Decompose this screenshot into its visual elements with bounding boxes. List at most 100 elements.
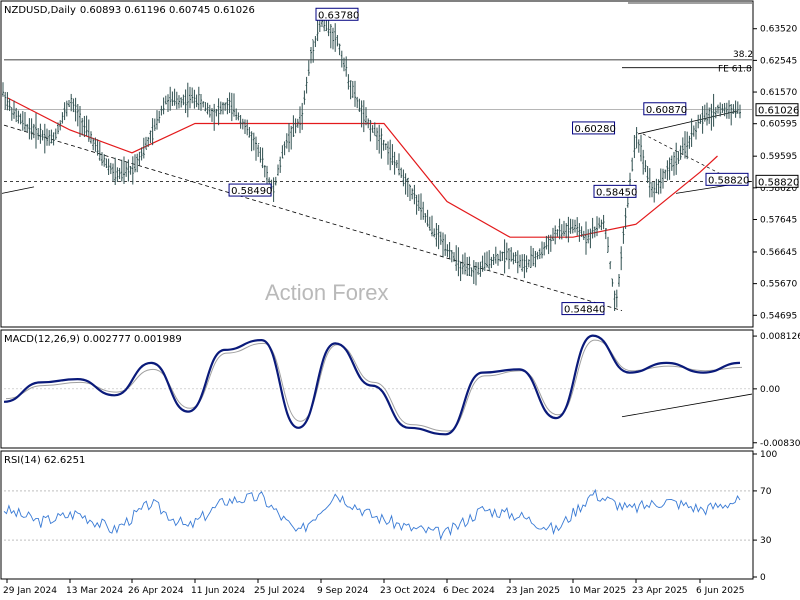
price-bar [356,96,359,109]
price-bar [644,160,647,173]
level-label-box [561,302,605,316]
price-bar [699,114,702,124]
price-bar [411,188,414,200]
price-bar [569,218,572,234]
price-bar [659,168,662,194]
price-bar [607,236,609,253]
price-bar [664,169,667,179]
price-bar [244,119,246,134]
price-bar [426,209,429,227]
price-bar [523,254,526,279]
price-bar [598,217,601,229]
price-bar [620,246,623,271]
price-bar [446,244,449,257]
price-bar [670,155,673,171]
price-bar [334,23,337,52]
price-bar [180,97,183,108]
price-bar [162,97,165,115]
price-bar [316,20,319,42]
fib-label-618: FE 61.8 [718,65,752,75]
price-bar [734,100,737,118]
price-bar [87,119,90,142]
price-bar [435,223,438,247]
price-tag-text: 0.61026 [758,106,799,117]
price-bar [237,112,240,121]
macd-tick-label: 0.00 [760,385,780,395]
price-bar [72,98,75,113]
price-bar [728,100,730,119]
macd-line [3,334,741,436]
price-bar [371,125,374,133]
price-bar [109,162,112,175]
price-bar [81,117,84,136]
price-bar [68,100,70,107]
price-bar [131,156,134,185]
price-bar [483,252,486,271]
price-bar [35,113,37,149]
price-bar [215,108,218,117]
macd-trendline [621,393,753,418]
price-bar [92,137,95,151]
price-bar [26,123,29,133]
price-bar [554,225,557,245]
price-bar [61,112,64,124]
level-label-box [643,102,687,116]
price-bar [239,115,242,129]
price-bar [679,145,682,160]
price-bar [593,226,596,238]
price-bar [505,242,508,261]
price-bar [736,101,739,114]
price-bar [147,136,150,148]
price-bar [556,229,559,237]
price-bar [499,250,502,262]
price-bar [697,114,700,129]
price-bar [424,213,427,223]
price-bar [719,102,722,117]
price-bar [455,245,458,271]
price-bar [219,101,222,115]
price-bar [241,118,244,130]
price-bar [340,50,343,68]
price-bar [563,220,565,237]
price-bar [79,105,81,137]
date-tick-label: 6 Dec 2024 [443,586,495,596]
price-tick-label: 0.57645 [760,215,797,225]
price-bar [574,219,576,233]
price-bar [8,98,11,112]
price-bar [6,92,9,111]
price-bar [32,123,35,139]
price-bar [351,80,354,98]
price-bar [472,260,475,285]
price-bar [94,137,97,152]
price-bar [393,151,396,175]
price-bar [292,115,295,137]
rsi-pane-title: RSI(14) 62.6251 [4,455,85,466]
date-tick-label: 6 Jun 2025 [696,586,744,596]
price-bar [171,91,174,106]
price-bar [125,161,128,177]
price-bar [501,251,504,261]
price-tick-label: 0.59595 [760,152,797,162]
price-bar [354,80,356,107]
price-bar [545,235,548,250]
price-bar [336,35,339,47]
price-bar [310,46,312,64]
price-bar [332,27,334,50]
price-tick-label: 0.56645 [760,248,797,258]
level-label: 0.58820 [705,172,749,186]
price-bar [637,139,640,153]
price-bar [57,122,59,135]
price-bar [222,102,224,115]
price-bar [618,273,620,287]
price-tick-label: 0.55670 [760,280,797,290]
date-tick-label: 11 Jun 2024 [191,586,245,596]
price-bar [85,115,88,137]
price-bar [631,157,634,172]
price-bar [538,248,541,259]
price-bar [296,118,299,128]
price-bar [307,60,310,76]
price-bar [686,131,689,160]
price-bar [303,90,306,105]
price-bar [134,154,136,173]
